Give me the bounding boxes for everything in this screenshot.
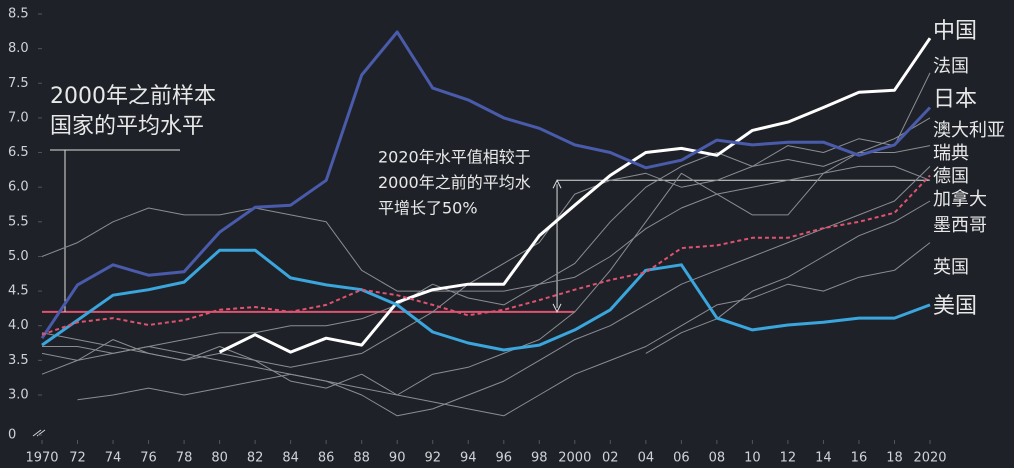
legend-label: 澳大利亚 — [933, 120, 1005, 141]
y-tick-label: 7.0 — [8, 110, 29, 125]
x-tick-label: 06 — [673, 451, 690, 466]
annotation: 2020年水平值相较于 — [378, 148, 531, 167]
legend-label: 德国 — [933, 166, 969, 187]
annotation: 2000年之前的平均水 — [378, 173, 531, 192]
x-tick-label: 74 — [105, 451, 122, 466]
x-tick-label: 04 — [638, 451, 655, 466]
series-line — [41, 248, 931, 352]
x-tick-label: 94 — [460, 451, 477, 466]
legend-label: 法国 — [933, 56, 969, 77]
x-tick-label: 2000 — [558, 451, 591, 466]
series-line — [41, 72, 931, 292]
x-tick-label: 18 — [886, 451, 903, 466]
x-tick-label: 1970 — [25, 451, 58, 466]
y-tick-label: 4.5 — [8, 284, 29, 299]
legend-label: 墨西哥 — [933, 215, 987, 236]
legend-label: 加拿大 — [933, 188, 987, 210]
y-tick-label: 3.5 — [8, 353, 29, 368]
x-tick-label: 2020 — [913, 451, 946, 466]
x-tick-label: 16 — [851, 451, 868, 466]
series-line — [77, 242, 931, 417]
x-tick-label: 08 — [709, 451, 726, 466]
series-line — [40, 30, 932, 340]
x-tick-label: 76 — [140, 451, 157, 466]
y-tick-label: 6.0 — [8, 180, 29, 195]
x-tick-label: 86 — [318, 451, 335, 466]
x-tick-label: 12 — [780, 451, 797, 466]
series-line — [41, 174, 931, 336]
x-tick-label: 14 — [815, 451, 832, 466]
x-tick-label: 90 — [389, 451, 406, 466]
x-tick-label: 82 — [247, 451, 264, 466]
y-tick-label: 8.5 — [8, 7, 29, 22]
y-tick-label: 5.0 — [8, 249, 29, 264]
y-tick-label: 4.0 — [8, 318, 29, 333]
arrow-head — [552, 179, 562, 189]
arrow-head — [552, 303, 562, 313]
legend-label: 瑞典 — [933, 143, 969, 164]
legend-label: 日本 — [933, 87, 977, 112]
series-line — [41, 117, 931, 396]
annotation: 2000年之前样本 — [50, 84, 216, 109]
x-tick-label: 02 — [602, 451, 619, 466]
legend-label: 中国 — [933, 19, 977, 44]
x-tick-label: 98 — [531, 451, 548, 466]
x-tick-label: 96 — [495, 451, 512, 466]
x-tick-label: 88 — [353, 451, 370, 466]
y-tick-label: 8.0 — [8, 41, 29, 56]
series-line — [41, 165, 931, 375]
annotation: 平增长了50% — [378, 199, 478, 218]
series-line — [41, 145, 931, 368]
x-tick-label: 10 — [744, 451, 761, 466]
y-tick-label: 5.5 — [8, 214, 29, 229]
y-tick-label: 7.5 — [8, 76, 29, 91]
x-tick-label: 92 — [424, 451, 441, 466]
y-tick-label: 6.5 — [8, 145, 29, 160]
y-tick-label: 0 — [8, 428, 16, 443]
series-line — [645, 200, 931, 354]
series-line — [218, 37, 932, 354]
legend-label: 美国 — [933, 294, 977, 319]
x-tick-label: 84 — [282, 451, 299, 466]
y-tick-label: 3.0 — [8, 388, 29, 403]
series-line — [42, 166, 931, 417]
legend-label: 英国 — [933, 257, 969, 278]
x-tick-label: 80 — [211, 451, 228, 466]
x-tick-label: 72 — [69, 451, 86, 466]
annotation: 国家的平均水平 — [50, 114, 204, 139]
x-tick-label: 78 — [176, 451, 193, 466]
